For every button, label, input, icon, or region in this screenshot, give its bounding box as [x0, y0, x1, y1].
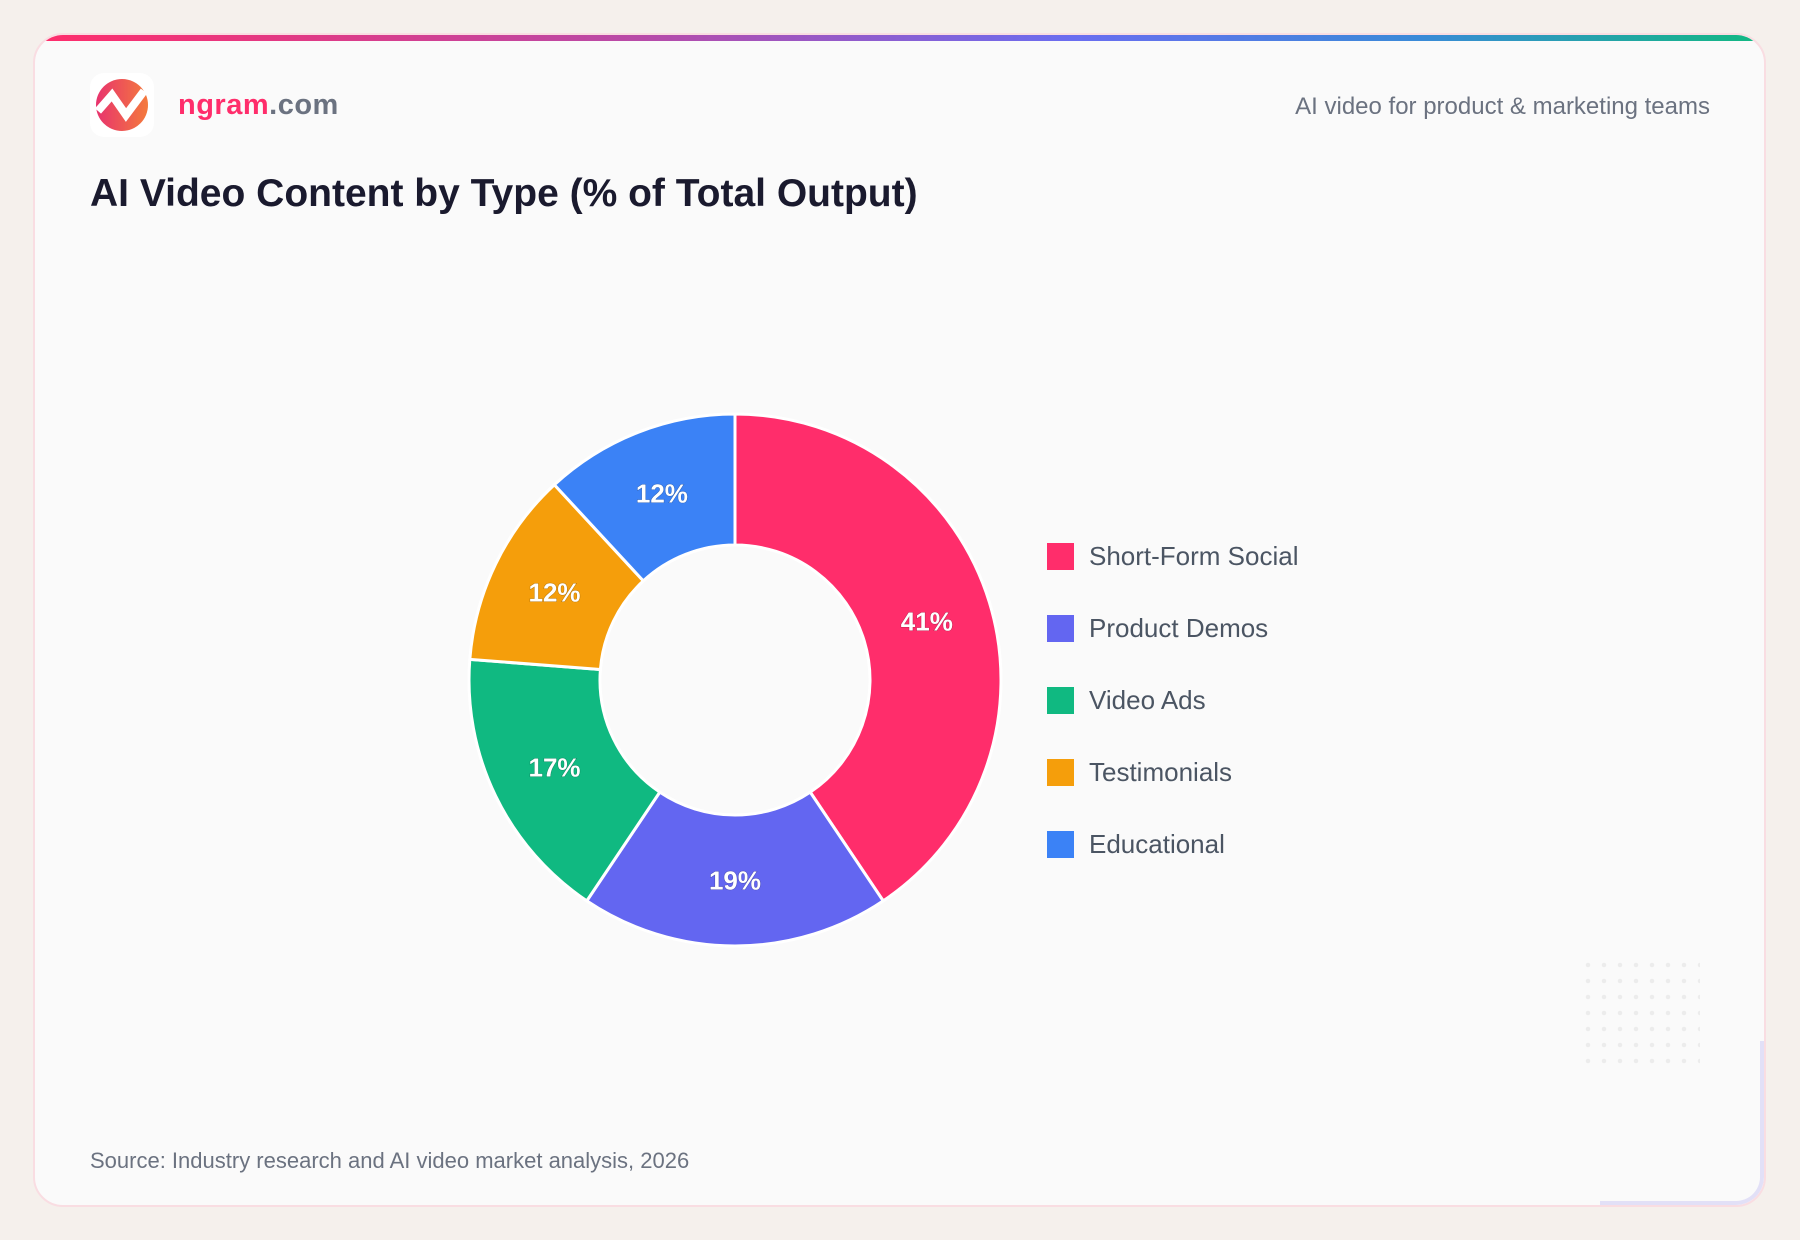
brand-name: ngram.com: [178, 89, 339, 122]
corner-accent: [1600, 1041, 1764, 1205]
slice-data-label: 12%: [636, 478, 688, 508]
source-note: Source: Industry research and AI video m…: [90, 1148, 690, 1173]
tagline: AI video for product & marketing teams: [1295, 93, 1710, 120]
donut-slice-short-form-social: [733, 412, 1003, 903]
dot-pattern: [1580, 957, 1700, 1072]
legend-label: Short-Form Social: [1089, 540, 1299, 571]
legend-label: Educational: [1089, 828, 1225, 859]
legend-item: Testimonials: [1047, 736, 1299, 808]
slice-data-label: 17%: [529, 752, 581, 782]
slice-data-label: 19%: [709, 866, 761, 896]
legend-item: Short-Form Social: [1047, 520, 1299, 592]
brand-tld: .com: [269, 89, 339, 121]
legend-label: Testimonials: [1089, 756, 1233, 787]
donut-slice-product-demos: [584, 790, 886, 948]
chart-title: AI Video Content by Type (% of Total Out…: [90, 172, 918, 215]
legend-swatch: [1047, 758, 1074, 786]
legend: Short-Form Social Product Demos Video Ads T…: [1047, 520, 1299, 880]
legend-item: Product Demos: [1047, 592, 1299, 664]
legend-swatch: [1047, 686, 1074, 714]
legend-item: Video Ads: [1047, 664, 1299, 736]
legend-item: Educational: [1047, 808, 1299, 880]
legend-label: Video Ads: [1089, 684, 1206, 715]
legend-swatch: [1047, 830, 1074, 858]
slice-data-label: 41%: [901, 607, 953, 637]
legend-swatch: [1047, 542, 1074, 570]
donut-slice-educational: [552, 412, 737, 584]
donut-slice-video-ads: [467, 657, 662, 903]
legend-label: Product Demos: [1089, 612, 1269, 643]
gradient-top-bar: [35, 35, 1764, 41]
slice-data-label: 12%: [529, 578, 581, 608]
legend-swatch: [1047, 614, 1074, 642]
brand-name-main: ngram: [178, 89, 270, 121]
ngram-logo-icon: [90, 73, 154, 137]
